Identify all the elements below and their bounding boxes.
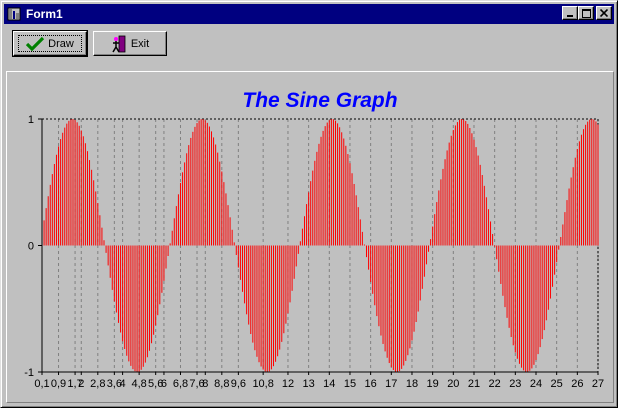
x-tick-label: 0,1 [34,378,49,390]
draw-button-label: Draw [48,37,74,50]
x-tick-label: 13 [303,378,315,390]
x-tick-label: 17 [385,378,397,390]
chart-panel: The Sine Graph 1 0 -1 0,1 0,9 1,7 2 2,8 3,6 4 4,8 5,… [6,71,614,403]
x-tick-label: 2,8 [90,378,105,390]
sine-chart: The Sine Graph 1 0 -10,1 0,9 1,72 2,8 3,64 4,8 5,… [24,89,604,390]
x-tick-label: 10,8 [252,378,273,390]
x-tick-label: 5,6 [148,378,163,390]
y-tick-label: 0 [28,241,34,253]
x-tick-label: 22 [489,378,501,390]
x-tick-label: 21 [468,378,480,390]
x-tick-label: 27 [592,378,604,390]
title-bar[interactable]: Form1 [4,4,614,24]
form-icon [7,7,21,21]
x-tick-label: 25 [551,378,563,390]
exit-door-icon [112,35,126,52]
close-icon [600,9,608,17]
x-tick-label: 24 [530,378,542,390]
x-tick-label: 0,9 [51,378,66,390]
x-tick-label: 20 [447,378,459,390]
x-tick-label: 8,8 [214,378,229,390]
x-tick-label: 6,8 [173,378,188,390]
chart-title: The Sine Graph [242,89,397,112]
y-tick-label: -1 [24,367,34,379]
x-tick-label: 3,6 [107,378,122,390]
x-tick-label: 12 [282,378,294,390]
x-tick-label: 4 [120,378,126,390]
window-title: Form1 [26,7,63,21]
checkmark-icon [26,36,45,51]
maximize-button[interactable] [578,6,594,20]
x-tick-label: 1,7 [67,378,82,390]
minimize-icon [567,15,573,17]
x-tick-label: 2 [78,378,84,390]
y-tick-label: 1 [28,114,34,126]
x-tick-label: 16 [365,378,377,390]
x-tick-label: 4,8 [131,378,146,390]
exit-button-label: Exit [130,37,150,50]
close-button[interactable] [596,6,612,20]
x-tick-label: 19 [427,378,439,390]
x-tick-label: 6 [161,378,167,390]
window-controls [562,6,612,20]
x-tick-label: 14 [323,378,335,390]
x-tick-label: 18 [406,378,418,390]
minimize-button[interactable] [562,6,578,20]
x-tick-label: 8 [202,378,208,390]
maximize-icon [581,8,591,18]
exit-button[interactable]: Exit [93,31,167,56]
x-tick-label: 7,6 [189,378,204,390]
x-tick-label: 23 [509,378,521,390]
x-tick-label: 15 [344,378,356,390]
x-tick-label: 26 [571,378,583,390]
x-tick-label: 9,6 [231,378,246,390]
draw-button[interactable]: Draw [12,30,88,57]
